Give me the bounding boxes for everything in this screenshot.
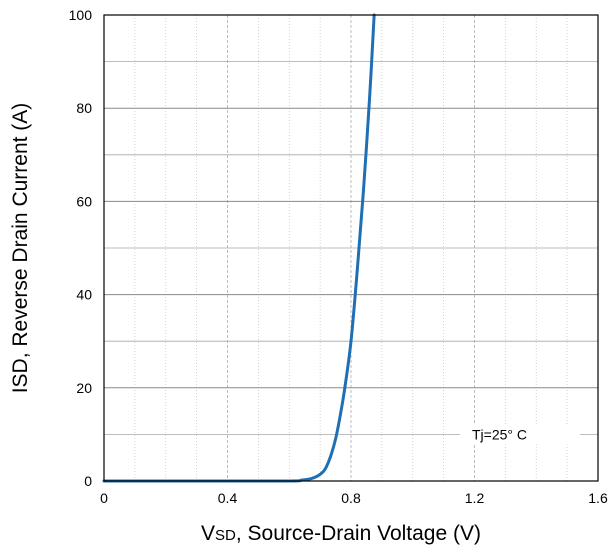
x-tick-labels: 0 0.4 0.8 1.2 1.6 (100, 490, 608, 506)
y-tick-label: 80 (76, 100, 92, 116)
y-tick-label: 0 (84, 473, 92, 489)
y-tick-label: 100 (69, 7, 93, 23)
x-axis-title-main: V (201, 522, 215, 545)
x-axis-title: VSD, Source-Drain Voltage (V) (201, 522, 481, 545)
y-tick-label: 60 (76, 193, 92, 209)
annotation-group: Tj=25° C (460, 424, 580, 445)
plot-frame (103, 14, 599, 482)
y-axis-title: ISD, Reverse Drain Current (A) (9, 103, 32, 394)
y-tick-label: 20 (76, 380, 92, 396)
x-tick-label: 0.4 (218, 490, 238, 506)
y-tick-label: 40 (76, 287, 92, 303)
temperature-annotation: Tj=25° C (472, 426, 527, 442)
x-axis-title-subscript: SD (215, 527, 236, 544)
annotation-background (460, 424, 580, 445)
x-tick-label: 1.2 (465, 490, 485, 506)
x-axis-title-rest: , Source-Drain Voltage (V) (236, 522, 481, 545)
y-tick-labels: 0 20 40 60 80 100 (69, 7, 93, 489)
gridlines (104, 15, 598, 481)
x-tick-label: 0 (100, 490, 108, 506)
x-tick-label: 0.8 (341, 490, 361, 506)
x-tick-label: 1.6 (588, 490, 608, 506)
